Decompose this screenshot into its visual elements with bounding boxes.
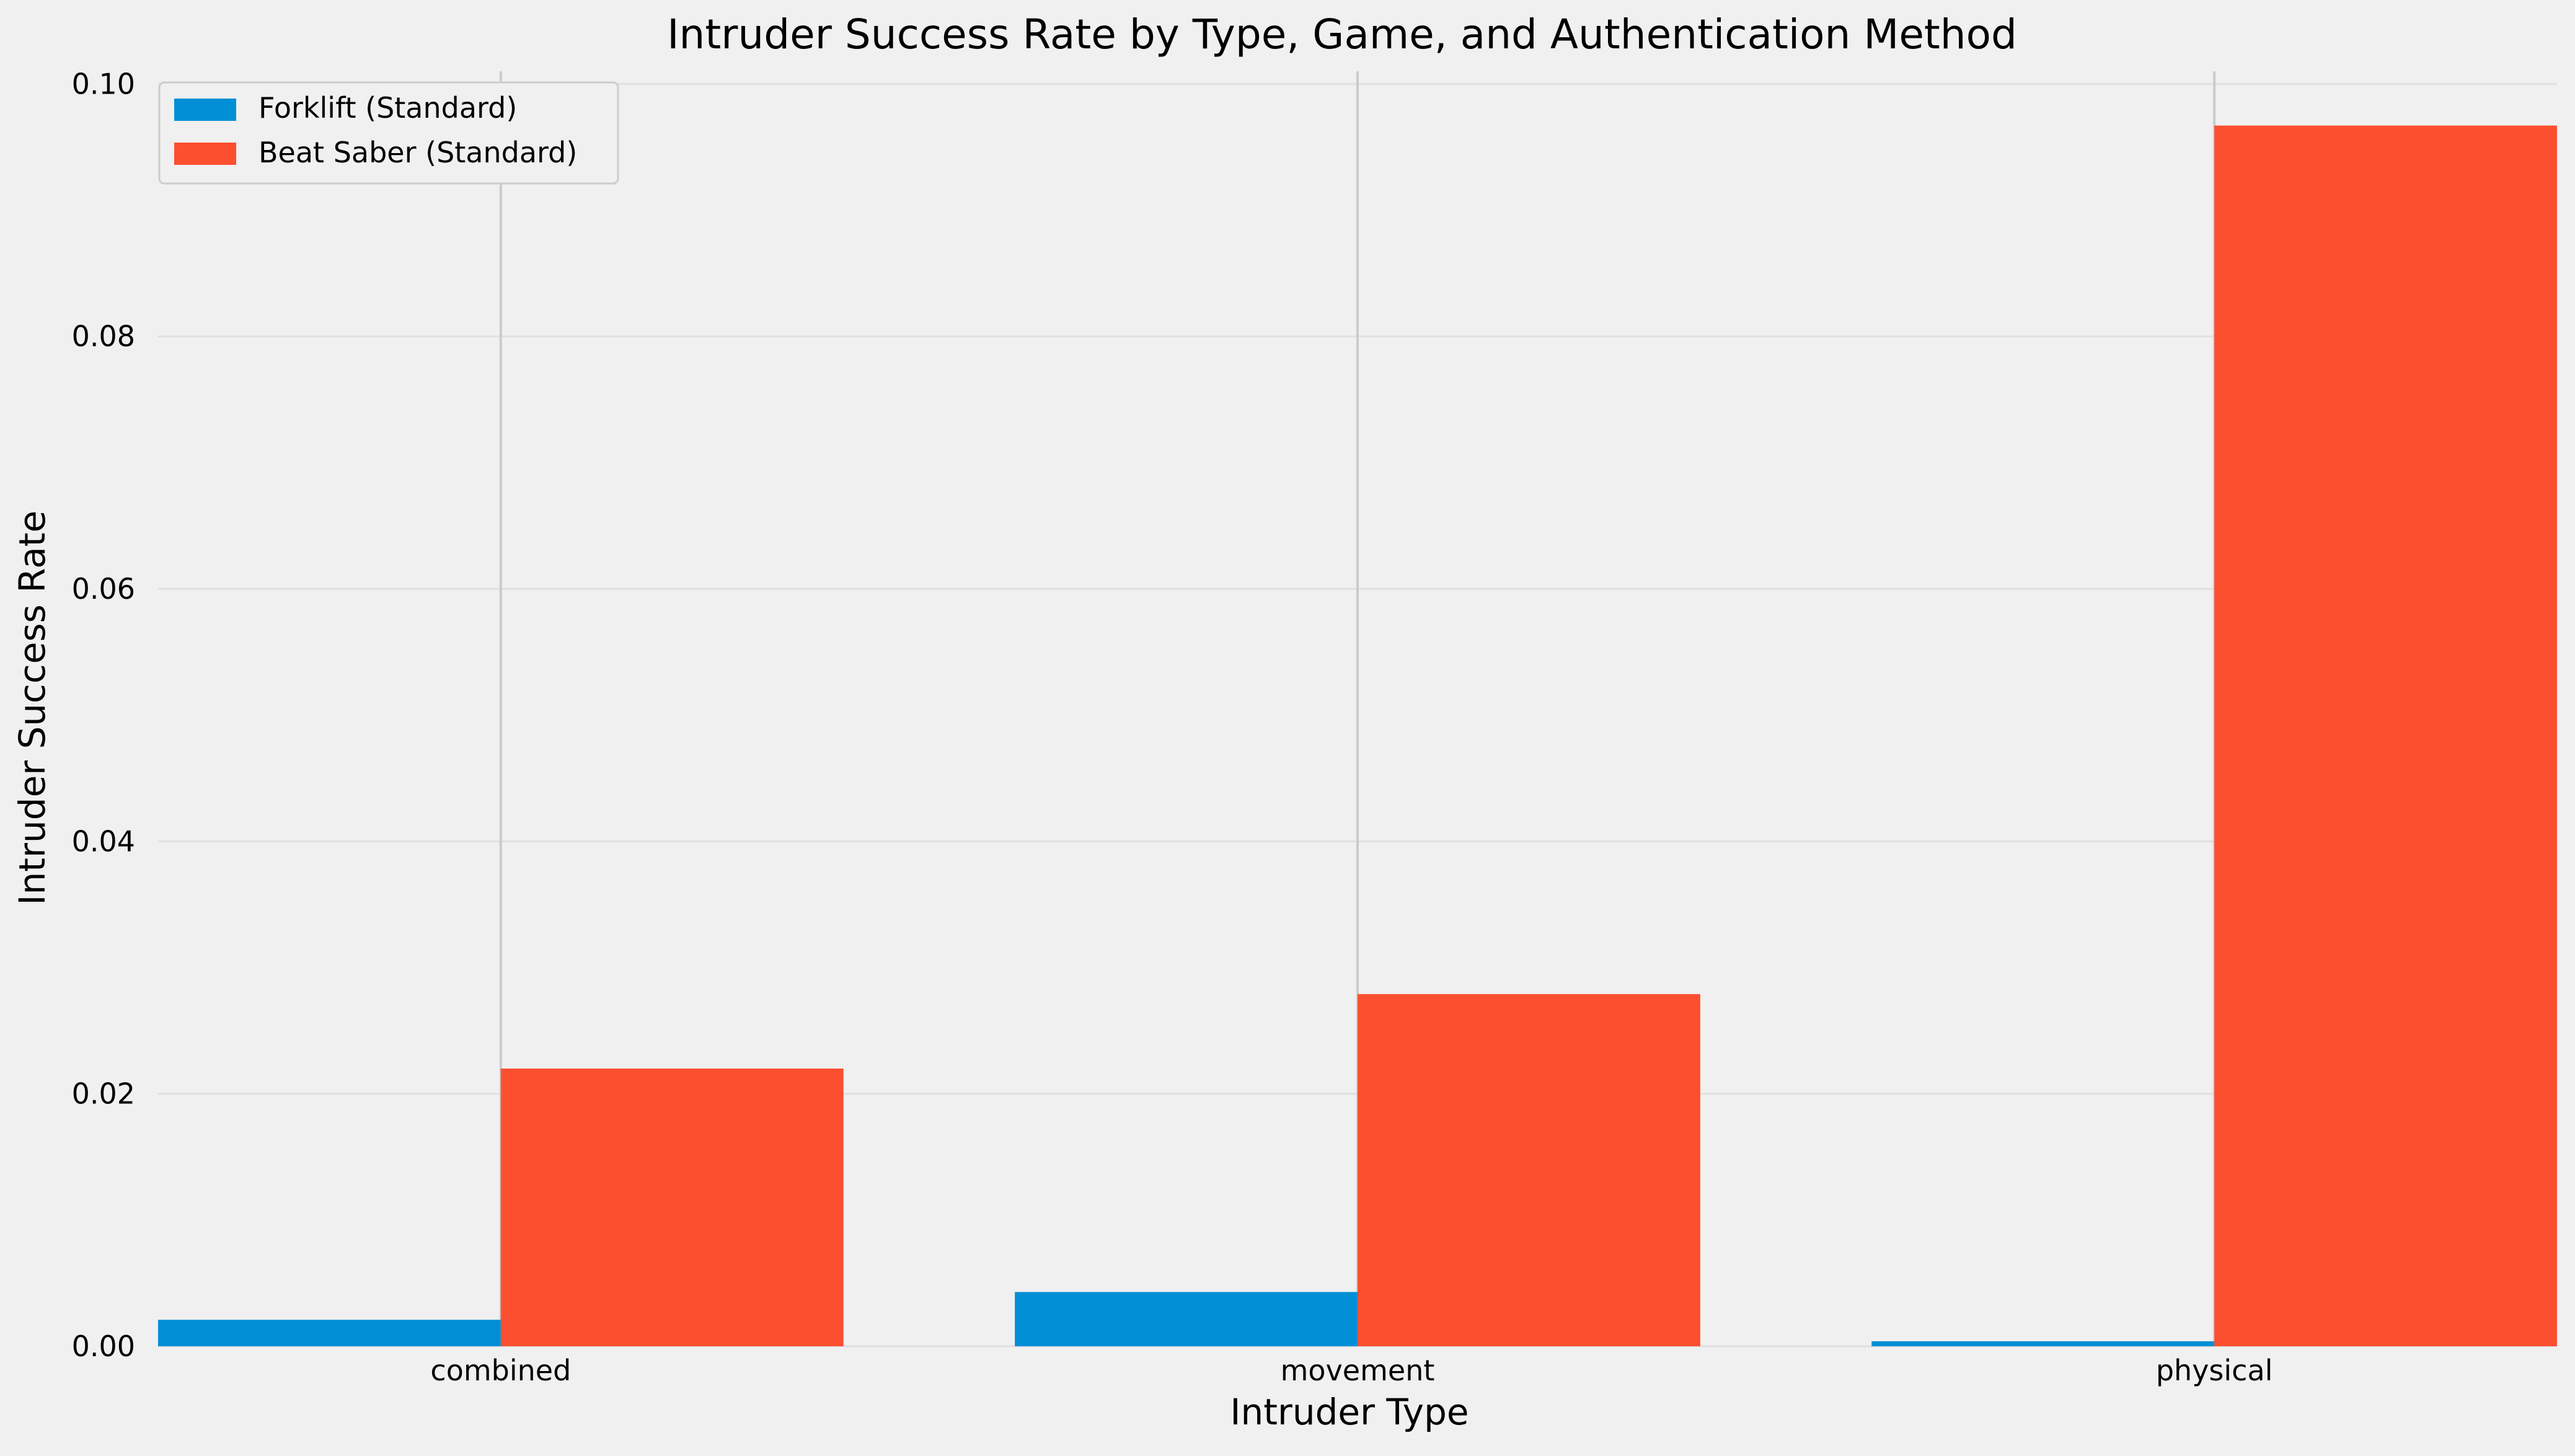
x-tick-label: physical	[2156, 1354, 2273, 1387]
x-tick-label: combined	[430, 1354, 571, 1387]
bar-forklift-standard-combined	[158, 1320, 501, 1346]
bar-forklift-standard-physical	[1871, 1341, 2215, 1346]
legend-swatch-beat-saber	[174, 143, 236, 165]
y-tick-label: 0.04	[72, 824, 135, 858]
bar-beat-saber-standard-physical	[2214, 125, 2557, 1347]
chart-title: Intruder Success Rate by Type, Game, and…	[667, 11, 2017, 58]
bar-forklift-standard-movement	[1015, 1292, 1358, 1346]
legend: Forklift (Standard) Beat Saber (Standard…	[158, 81, 619, 185]
y-tick-label: 0.08	[72, 320, 135, 353]
y-axis-label: Intruder Success Rate	[11, 511, 53, 906]
legend-label-beat-saber: Beat Saber (Standard)	[258, 136, 577, 169]
x-tick-label: movement	[1281, 1354, 1435, 1387]
y-tick-label: 0.10	[72, 67, 135, 100]
legend-swatch-forklift	[174, 99, 236, 121]
bar-beat-saber-standard-movement	[1358, 994, 1700, 1346]
legend-label-forklift: Forklift (Standard)	[258, 91, 517, 125]
tick-labels: 0.00 0.02 0.04 0.06 0.08 0.10 combined movement…	[72, 67, 2273, 1387]
y-tick-label: 0.02	[72, 1077, 135, 1111]
y-tick-label: 0.00	[72, 1330, 135, 1363]
bar-beat-saber-standard-combined	[500, 1068, 844, 1346]
legend-frame	[158, 81, 619, 185]
x-axis-label: Intruder Type	[1230, 1391, 1469, 1433]
bars	[158, 125, 2557, 1347]
y-tick-label: 0.06	[72, 572, 135, 606]
